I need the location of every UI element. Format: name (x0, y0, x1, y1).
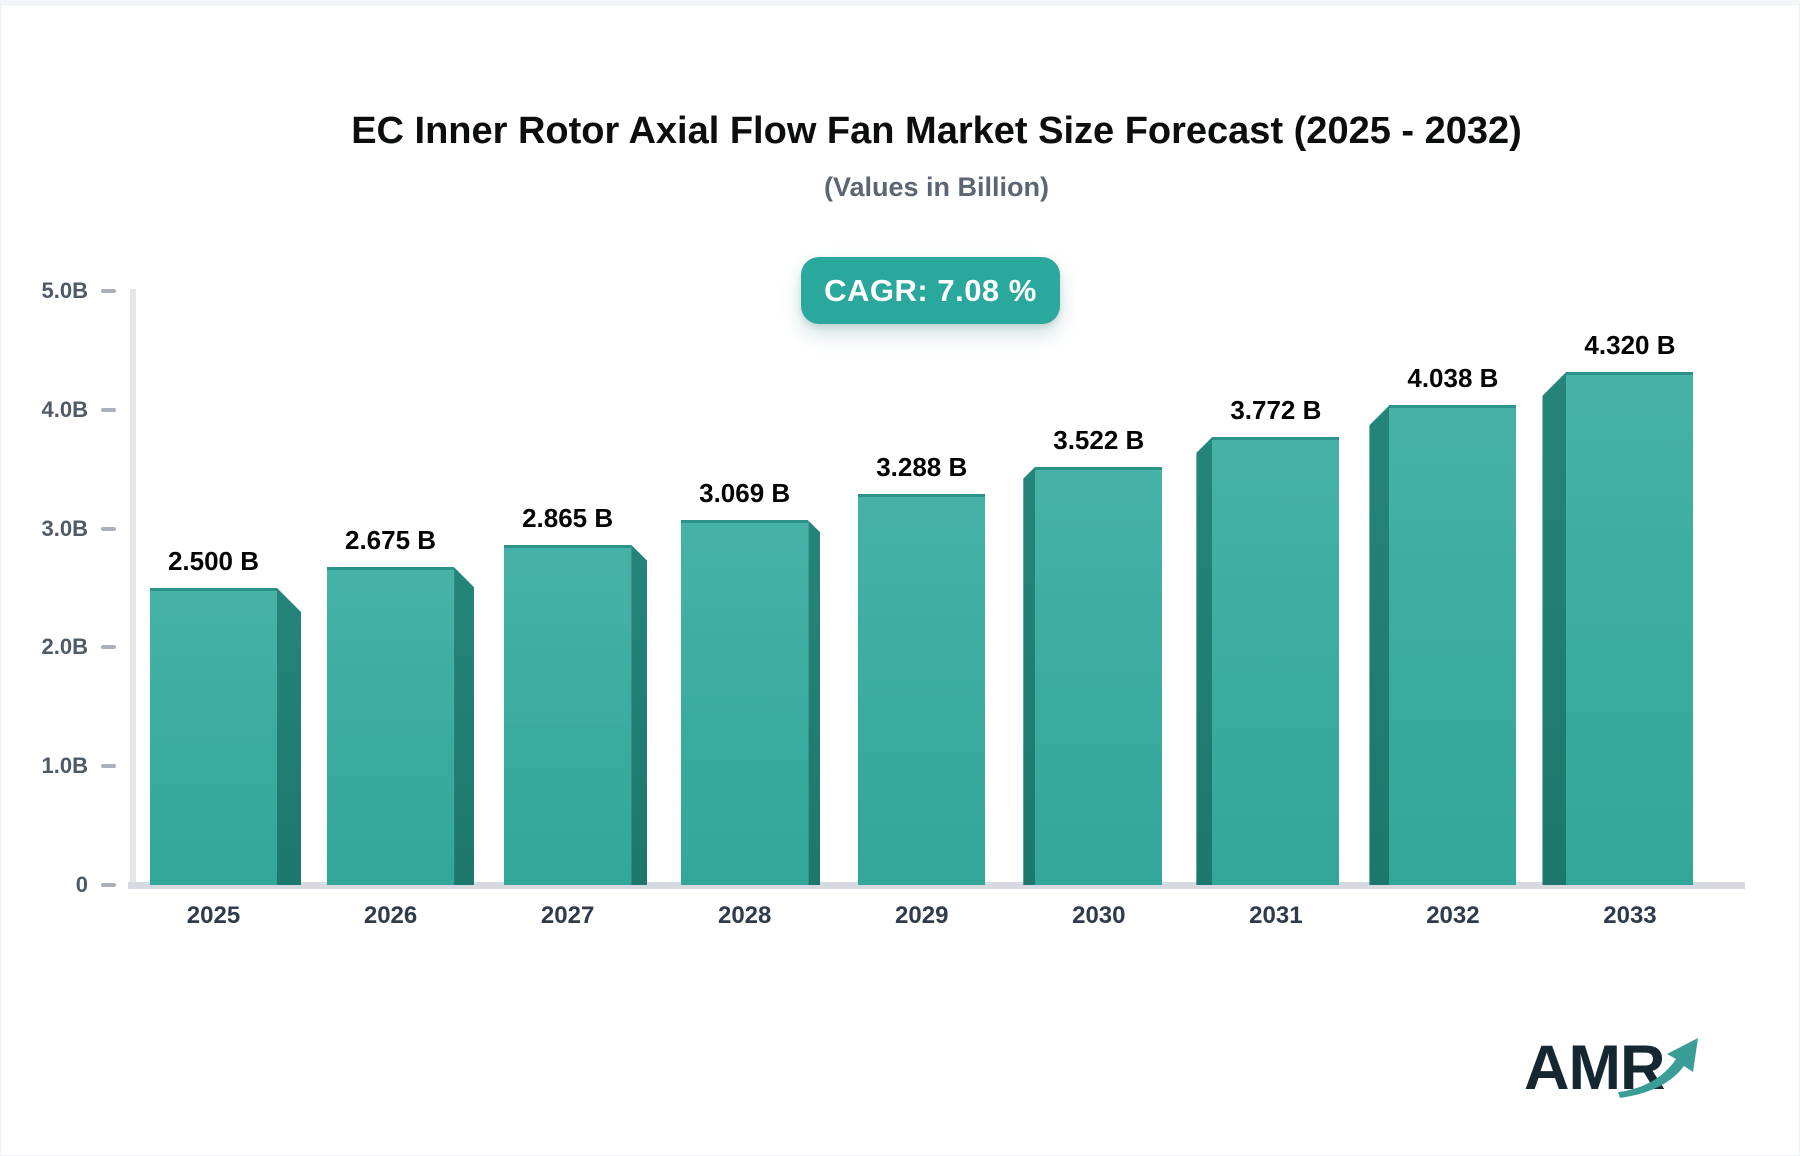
y-axis-tick-label: 1.0B (41, 753, 88, 779)
bar-side-2028 (808, 520, 821, 885)
bar-face-2027 (504, 544, 632, 885)
bar-value-label-2027: 2.865 B (522, 502, 614, 533)
amr-logo: AMR (1524, 1032, 1724, 1112)
bar-value-label-2032: 4.038 B (1407, 363, 1499, 394)
bar-face-2033 (1566, 371, 1694, 885)
bar-value-label-2030: 3.522 B (1053, 424, 1145, 455)
bar-side-2027 (631, 544, 648, 885)
x-tick-label-2031: 2031 (1249, 902, 1303, 929)
bar-top-edge (150, 588, 277, 591)
bar-side-2033 (1542, 371, 1567, 885)
bar-face-2025 (150, 588, 277, 885)
bar-top-edge (1035, 466, 1163, 470)
bar-value-label-2031: 3.772 B (1230, 394, 1322, 425)
x-tick-label-2028: 2028 (717, 902, 772, 929)
bar-face-2026 (327, 567, 455, 885)
bar-face-2028 (681, 520, 809, 885)
y-axis-tick-mark (101, 883, 116, 887)
growth-arrow-icon (1618, 1038, 1698, 1098)
bar-value-label-2025: 2.500 B (167, 546, 260, 576)
x-tick-label-2033: 2033 (1603, 902, 1657, 929)
bar-side-2025 (277, 588, 301, 885)
x-tick-label-2025: 2025 (186, 902, 241, 929)
x-tick-label-2032: 2032 (1426, 902, 1480, 929)
page-top-border (0, 0, 1800, 5)
bar-top-edge (504, 544, 632, 548)
bar-value-label-2026: 2.675 B (345, 525, 437, 556)
bar-top-edge (1389, 405, 1517, 409)
chart-title: EC Inner Rotor Axial Flow Fan Market Siz… (351, 110, 1522, 152)
bar-top-edge (1212, 436, 1340, 440)
bar-side-2031 (1196, 436, 1213, 885)
bar-value-label-2029: 3.288 B (876, 452, 968, 483)
cagr-badge-label: CAGR: 7.08 % (824, 272, 1037, 308)
y-axis-tick-mark (101, 526, 116, 531)
x-tick-label-2027: 2027 (540, 902, 595, 929)
bar-top-edge (1566, 371, 1694, 375)
bar-side-2032 (1369, 405, 1390, 885)
y-axis-tick-mark (101, 764, 116, 769)
y-axis-tick-mark (101, 645, 116, 650)
y-axis-tick-label: 3.0B (41, 515, 88, 541)
chart-subtitle: (Values in Billion) (823, 172, 1050, 202)
y-axis (130, 289, 136, 888)
bar-top-edge (858, 494, 986, 498)
bar-face-2031 (1212, 436, 1340, 885)
bar-face-2030 (1035, 466, 1163, 885)
y-axis-tick-label: 2.0B (41, 634, 88, 660)
x-tick-label-2029: 2029 (895, 902, 949, 929)
bar-face-2032 (1389, 405, 1517, 885)
bar-top-edge (681, 520, 809, 524)
y-axis-tick-mark (101, 289, 116, 293)
bar-face-2029 (858, 494, 986, 885)
y-axis-tick-mark (101, 407, 116, 412)
y-axis-tick-label: 0 (75, 872, 88, 897)
bar-value-label-2033: 4.320 B (1584, 329, 1676, 360)
bar-side-2030 (1023, 466, 1036, 885)
y-axis-tick-label: 5.0B (41, 278, 88, 303)
bar-side-2026 (454, 567, 475, 885)
x-axis (128, 882, 1745, 889)
bar-top-edge (327, 567, 455, 571)
x-tick-label-2026: 2026 (363, 902, 418, 929)
cagr-badge: CAGR: 7.08 % (801, 257, 1060, 324)
y-axis-tick-label: 4.0B (41, 396, 88, 422)
bar-value-label-2028: 3.069 B (699, 478, 791, 509)
x-tick-label-2030: 2030 (1072, 902, 1126, 929)
